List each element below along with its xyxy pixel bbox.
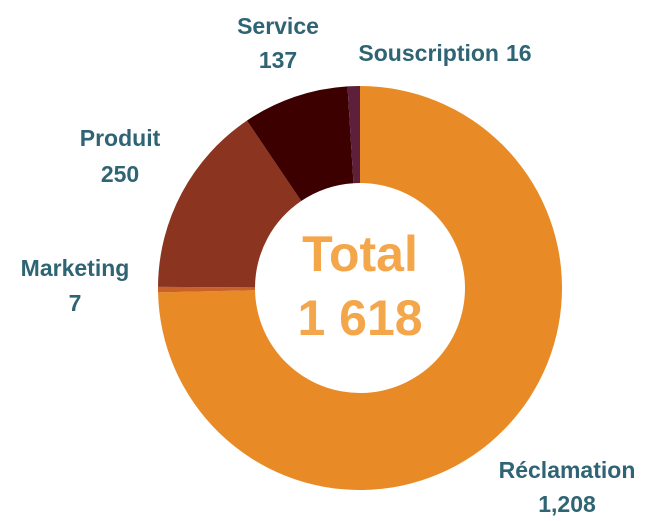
value-label: 7: [69, 290, 82, 316]
slice: [158, 120, 302, 288]
category-name: Marketing: [21, 255, 130, 281]
center-total: 1 618: [297, 290, 422, 346]
slice-label: Réclamation 1,208: [499, 457, 636, 517]
slice-label: Produit 250: [80, 125, 161, 187]
slice: [347, 86, 360, 184]
slice: [158, 286, 256, 293]
center-title: Total: [302, 226, 418, 282]
slice-label: Service 137: [237, 13, 319, 73]
value-label: 137: [259, 47, 297, 73]
slices: [158, 86, 562, 490]
category-name: Réclamation: [499, 457, 636, 483]
slice-label: Marketing 7: [21, 255, 130, 316]
value-label: 16: [506, 40, 532, 66]
slice-label: Souscription 16: [358, 40, 531, 66]
value-label: 250: [101, 161, 139, 187]
slice: [246, 86, 354, 201]
value-label: 1,208: [538, 491, 596, 517]
category-name: Service: [237, 13, 319, 39]
category-name: Souscription: [358, 40, 499, 66]
category-name: Produit: [80, 125, 161, 151]
slice: [158, 86, 562, 490]
